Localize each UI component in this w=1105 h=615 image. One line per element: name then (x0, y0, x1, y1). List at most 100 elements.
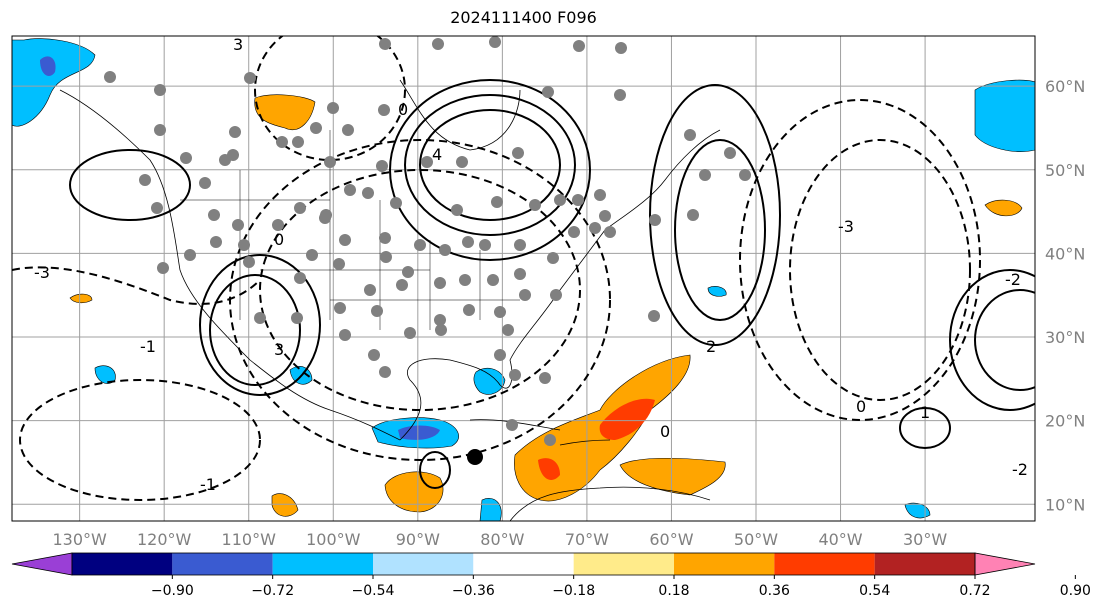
station-dot (519, 289, 531, 301)
station-dot (334, 302, 346, 314)
longitude-tick-label: 90°W (396, 530, 440, 549)
station-dot (432, 38, 444, 50)
station-dot (479, 239, 491, 251)
station-dot (154, 124, 166, 136)
station-dot (243, 256, 255, 268)
contour-label: 4 (432, 145, 442, 164)
shade-blue-northeast (974, 79, 1035, 152)
contour-label: -1 (200, 475, 216, 494)
shade-orange-small-west (69, 293, 93, 304)
station-dot (180, 152, 192, 164)
station-dot (276, 136, 288, 148)
station-dot (506, 419, 518, 431)
longitude-tick-label: 50°W (734, 530, 778, 549)
station-markers (104, 36, 751, 446)
station-dot (514, 239, 526, 251)
station-dot (649, 214, 661, 226)
longitude-labels: 130°W 120°W 110°W 100°W 90°W 80°W 70°W 60°W 50°W… (52, 530, 947, 549)
shade-orange-atlantic (619, 457, 726, 496)
contour-label: 3 (274, 340, 284, 359)
contour-low-northeast-canada-3 (389, 79, 591, 261)
station-dot (487, 274, 499, 286)
station-dot (439, 244, 451, 256)
station-dot (219, 154, 231, 166)
colorbar-segment (473, 553, 574, 575)
contour-label: 1 (920, 403, 930, 422)
station-dot (463, 304, 475, 316)
contour-label: -3 (34, 263, 50, 282)
colorbar-segment (373, 553, 474, 575)
longitude-tick-label: 30°W (903, 530, 947, 549)
station-dot (599, 210, 611, 222)
contour-label: 3 (233, 35, 243, 54)
station-dot (614, 89, 626, 101)
station-dot (229, 126, 241, 138)
contour-low-southwest (209, 274, 301, 386)
latitude-tick-label: 40°N (1045, 244, 1085, 263)
colorbar-segment (774, 553, 875, 575)
colorbar-tick-label: 0.18 (658, 583, 689, 599)
contour-low-atlantic (674, 139, 766, 321)
station-dot (554, 194, 566, 206)
colorbar-extend-high (974, 552, 1036, 576)
contour-dashed-west (12, 266, 261, 305)
colorbar: −0.90 −0.72 −0.54 −0.36 −0.18 0.18 0.36 0.54 0.7… (11, 552, 1091, 599)
colorbar-segment (874, 553, 975, 575)
contour-lines (69, 79, 1035, 489)
longitude-tick-label: 40°W (818, 530, 862, 549)
shade-orange-southwest (271, 493, 299, 517)
longitude-tick-label: 110°W (222, 530, 277, 549)
contour-low-east-2 (974, 289, 1035, 391)
station-dot (724, 147, 736, 159)
station-dot (339, 329, 351, 341)
contour-low-east (949, 269, 1035, 411)
station-dot (434, 277, 446, 289)
shade-blue-florida (473, 367, 506, 395)
contour-small-caribbean (419, 451, 451, 489)
contour-label: 0 (856, 397, 866, 416)
colorbar-tick-label: −0.54 (352, 583, 395, 599)
station-dot (542, 86, 554, 98)
station-dot (319, 212, 331, 224)
station-dot (339, 234, 351, 246)
latitude-tick-label: 10°N (1045, 495, 1085, 514)
station-dot (684, 129, 696, 141)
latitude-tick-label: 50°N (1045, 161, 1085, 180)
colorbar-segment (674, 553, 775, 575)
station-dot (272, 219, 284, 231)
station-dot (615, 42, 627, 54)
station-dot (364, 284, 376, 296)
latitude-tick-label: 20°N (1045, 412, 1085, 431)
station-dot (294, 202, 306, 214)
coastline-south-america (509, 486, 711, 521)
coastline-gulf (399, 229, 606, 441)
shade-darkblue-gulf (398, 425, 440, 440)
contour-dashed-northwest (254, 36, 406, 161)
station-dot (421, 156, 433, 168)
contour-label: 0 (398, 100, 408, 119)
shade-red-small (538, 458, 560, 480)
station-dot (371, 305, 383, 317)
station-dot (514, 268, 526, 280)
coastline-north-east (604, 129, 721, 231)
station-dot (379, 38, 391, 50)
station-dot (396, 279, 408, 291)
station-dot (539, 372, 551, 384)
contour-small-east (899, 407, 951, 449)
station-dot (333, 258, 345, 270)
contour-dashed-atlantic-2 (789, 139, 971, 401)
station-dot (306, 249, 318, 261)
coastline-hudson (399, 79, 521, 151)
station-dot (294, 272, 306, 284)
station-dot (342, 124, 354, 136)
station-dot (244, 72, 256, 84)
latitude-labels: 60°N 50°N 40°N 30°N 20°N 10°N (1045, 77, 1085, 514)
colorbar-segment (573, 553, 674, 575)
colorbar-segment (72, 553, 173, 575)
station-dot (379, 366, 391, 378)
station-dot (573, 40, 585, 52)
shade-orange-east (984, 199, 1023, 217)
station-dot (104, 71, 116, 83)
station-dot (550, 289, 562, 301)
